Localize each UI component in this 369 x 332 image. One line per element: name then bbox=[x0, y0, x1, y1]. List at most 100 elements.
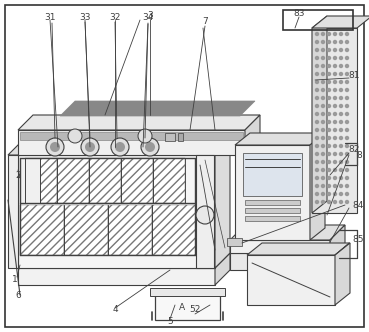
Circle shape bbox=[333, 136, 337, 140]
Text: 34: 34 bbox=[142, 13, 154, 22]
Circle shape bbox=[321, 112, 325, 116]
Circle shape bbox=[345, 192, 349, 196]
Circle shape bbox=[315, 192, 319, 196]
Circle shape bbox=[327, 168, 331, 172]
Circle shape bbox=[321, 176, 325, 180]
Circle shape bbox=[138, 129, 152, 143]
Circle shape bbox=[339, 96, 343, 100]
Polygon shape bbox=[312, 16, 327, 213]
Circle shape bbox=[315, 80, 319, 84]
Polygon shape bbox=[18, 155, 215, 268]
Polygon shape bbox=[215, 253, 230, 285]
Circle shape bbox=[321, 168, 325, 172]
Polygon shape bbox=[60, 101, 255, 116]
Circle shape bbox=[321, 160, 325, 164]
Polygon shape bbox=[18, 130, 245, 155]
Bar bbox=[165, 133, 175, 141]
Bar bbox=[20, 205, 195, 255]
Circle shape bbox=[315, 72, 319, 76]
Polygon shape bbox=[20, 132, 243, 140]
Polygon shape bbox=[8, 155, 18, 268]
Circle shape bbox=[315, 168, 319, 172]
Circle shape bbox=[345, 96, 349, 100]
Circle shape bbox=[333, 168, 337, 172]
Circle shape bbox=[339, 104, 343, 108]
Circle shape bbox=[333, 32, 337, 36]
Bar bbox=[57, 158, 89, 203]
Circle shape bbox=[68, 129, 82, 143]
Circle shape bbox=[315, 200, 319, 204]
Text: 2: 2 bbox=[15, 171, 21, 180]
Circle shape bbox=[321, 104, 325, 108]
Circle shape bbox=[141, 138, 159, 156]
Circle shape bbox=[345, 176, 349, 180]
Bar bbox=[89, 158, 121, 203]
Circle shape bbox=[315, 152, 319, 156]
Circle shape bbox=[315, 120, 319, 124]
Circle shape bbox=[333, 184, 337, 188]
Circle shape bbox=[345, 136, 349, 140]
Circle shape bbox=[327, 48, 331, 52]
Text: 3: 3 bbox=[147, 12, 153, 21]
Circle shape bbox=[339, 168, 343, 172]
Circle shape bbox=[327, 56, 331, 60]
Circle shape bbox=[321, 128, 325, 132]
Circle shape bbox=[111, 138, 129, 156]
Text: 7: 7 bbox=[202, 18, 208, 27]
Circle shape bbox=[333, 160, 337, 164]
Text: 32: 32 bbox=[109, 13, 121, 22]
Polygon shape bbox=[18, 253, 230, 268]
Circle shape bbox=[321, 40, 325, 44]
Circle shape bbox=[339, 152, 343, 156]
Polygon shape bbox=[243, 153, 302, 196]
Circle shape bbox=[345, 168, 349, 172]
Circle shape bbox=[333, 120, 337, 124]
Circle shape bbox=[81, 138, 99, 156]
Circle shape bbox=[345, 104, 349, 108]
Polygon shape bbox=[330, 225, 345, 253]
Bar bbox=[245, 200, 300, 205]
Circle shape bbox=[345, 144, 349, 148]
Circle shape bbox=[333, 176, 337, 180]
Bar bbox=[196, 155, 214, 268]
Circle shape bbox=[345, 72, 349, 76]
Circle shape bbox=[333, 152, 337, 156]
Bar bbox=[153, 158, 185, 203]
Circle shape bbox=[321, 136, 325, 140]
Circle shape bbox=[339, 48, 343, 52]
Bar bbox=[20, 158, 40, 203]
Circle shape bbox=[333, 128, 337, 132]
Circle shape bbox=[327, 112, 331, 116]
Bar bbox=[227, 238, 242, 246]
Circle shape bbox=[345, 112, 349, 116]
Circle shape bbox=[333, 48, 337, 52]
Circle shape bbox=[339, 120, 343, 124]
Circle shape bbox=[345, 88, 349, 92]
Circle shape bbox=[145, 142, 155, 152]
Polygon shape bbox=[18, 140, 230, 155]
Circle shape bbox=[315, 160, 319, 164]
Circle shape bbox=[315, 104, 319, 108]
Text: 33: 33 bbox=[79, 13, 91, 22]
Circle shape bbox=[50, 142, 60, 152]
Circle shape bbox=[315, 128, 319, 132]
Bar bbox=[121, 158, 153, 203]
Circle shape bbox=[333, 192, 337, 196]
Circle shape bbox=[321, 48, 325, 52]
Circle shape bbox=[339, 88, 343, 92]
Circle shape bbox=[345, 56, 349, 60]
Circle shape bbox=[339, 32, 343, 36]
Circle shape bbox=[327, 40, 331, 44]
Circle shape bbox=[333, 80, 337, 84]
Polygon shape bbox=[230, 253, 330, 270]
Circle shape bbox=[321, 152, 325, 156]
Circle shape bbox=[345, 160, 349, 164]
Circle shape bbox=[345, 64, 349, 68]
Circle shape bbox=[321, 96, 325, 100]
Circle shape bbox=[345, 32, 349, 36]
Bar bbox=[283, 10, 353, 30]
Text: 31: 31 bbox=[44, 13, 56, 22]
Circle shape bbox=[315, 64, 319, 68]
Text: 82: 82 bbox=[348, 145, 360, 154]
Circle shape bbox=[333, 144, 337, 148]
